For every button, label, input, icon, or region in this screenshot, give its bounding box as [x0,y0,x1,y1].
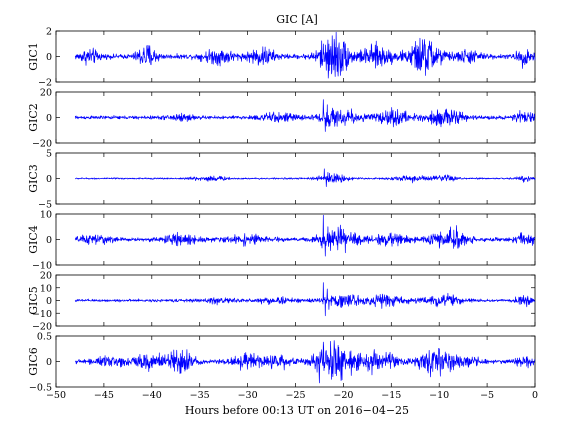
y-tick-label: 5 [46,149,52,160]
y-axis-label: GIC4 [27,225,40,254]
y-tick-label: 0 [46,296,52,307]
series-line-gic5 [74,282,536,317]
x-tick-label: 0 [532,390,538,401]
panel-gic3: −5 0 5 GIC3 [27,149,536,211]
y-tick-label: 20 [40,88,52,99]
series-line-gic3 [74,168,536,188]
panels-group: −202GIC1−20020GIC2−505GIC3−10010GIC4−20−… [27,27,538,402]
y-tick-label: 0 [46,174,52,185]
y-tick-label: 2 [46,27,52,38]
panel-gic6: −0.500.5−50 −45 −40 −35 −30 −25 −20 −15 −10 −5 0GI… [27,332,538,402]
y-tick-label: −20 [32,322,52,333]
y-tick-label: −0.5 [29,383,52,394]
x-tick-label: −25 [285,390,305,401]
x-tick-label: −50 [46,390,66,401]
y-axis-label: GIC3 [27,164,40,193]
x-axis-label: Hours before 00:13 UT on 2016−04−25 [185,404,409,417]
x-tick-label: −45 [94,390,114,401]
y-tick-label: 0 [46,113,52,124]
y-tick-label: 20 [40,271,52,282]
y-axis-label: GIC6 [27,347,40,376]
y-tick-label: 0 [46,235,52,246]
x-tick-label: −30 [238,390,258,401]
y-tick-label: 0 [46,52,52,63]
x-tick-label: −15 [381,390,401,401]
x-tick-label: −35 [190,390,210,401]
y-tick-label: 10 [40,210,52,221]
y-tick-label: −5 [38,200,52,211]
y-axis-label: GIC1 [27,42,40,71]
series-line-gic2 [74,99,536,132]
x-tick-label: −10 [429,390,449,401]
figure-title: GIC [A] [276,13,318,26]
y-tick-label: −2 [38,78,52,89]
y-tick-label: −10 [32,261,52,272]
panel-gic1: −2 0 2 GIC1 [27,27,536,89]
series-line-gic1 [74,31,536,79]
y-tick-label: −20 [32,139,52,150]
series-line-gic6 [75,340,536,384]
y-tick-label: −10 [32,309,52,320]
y-tick-label: 0 [46,357,52,368]
y-tick-label: 0.5 [37,332,52,343]
x-tick-label: −40 [142,390,162,401]
y-axis-label: GIC2 [27,103,40,132]
series-line-gic4 [74,214,536,257]
x-tick-label: −20 [333,390,353,401]
y-tick-label: 10 [40,283,52,294]
x-tick-label: −5 [480,390,494,401]
y-axis-label: GIC5 [27,286,40,315]
